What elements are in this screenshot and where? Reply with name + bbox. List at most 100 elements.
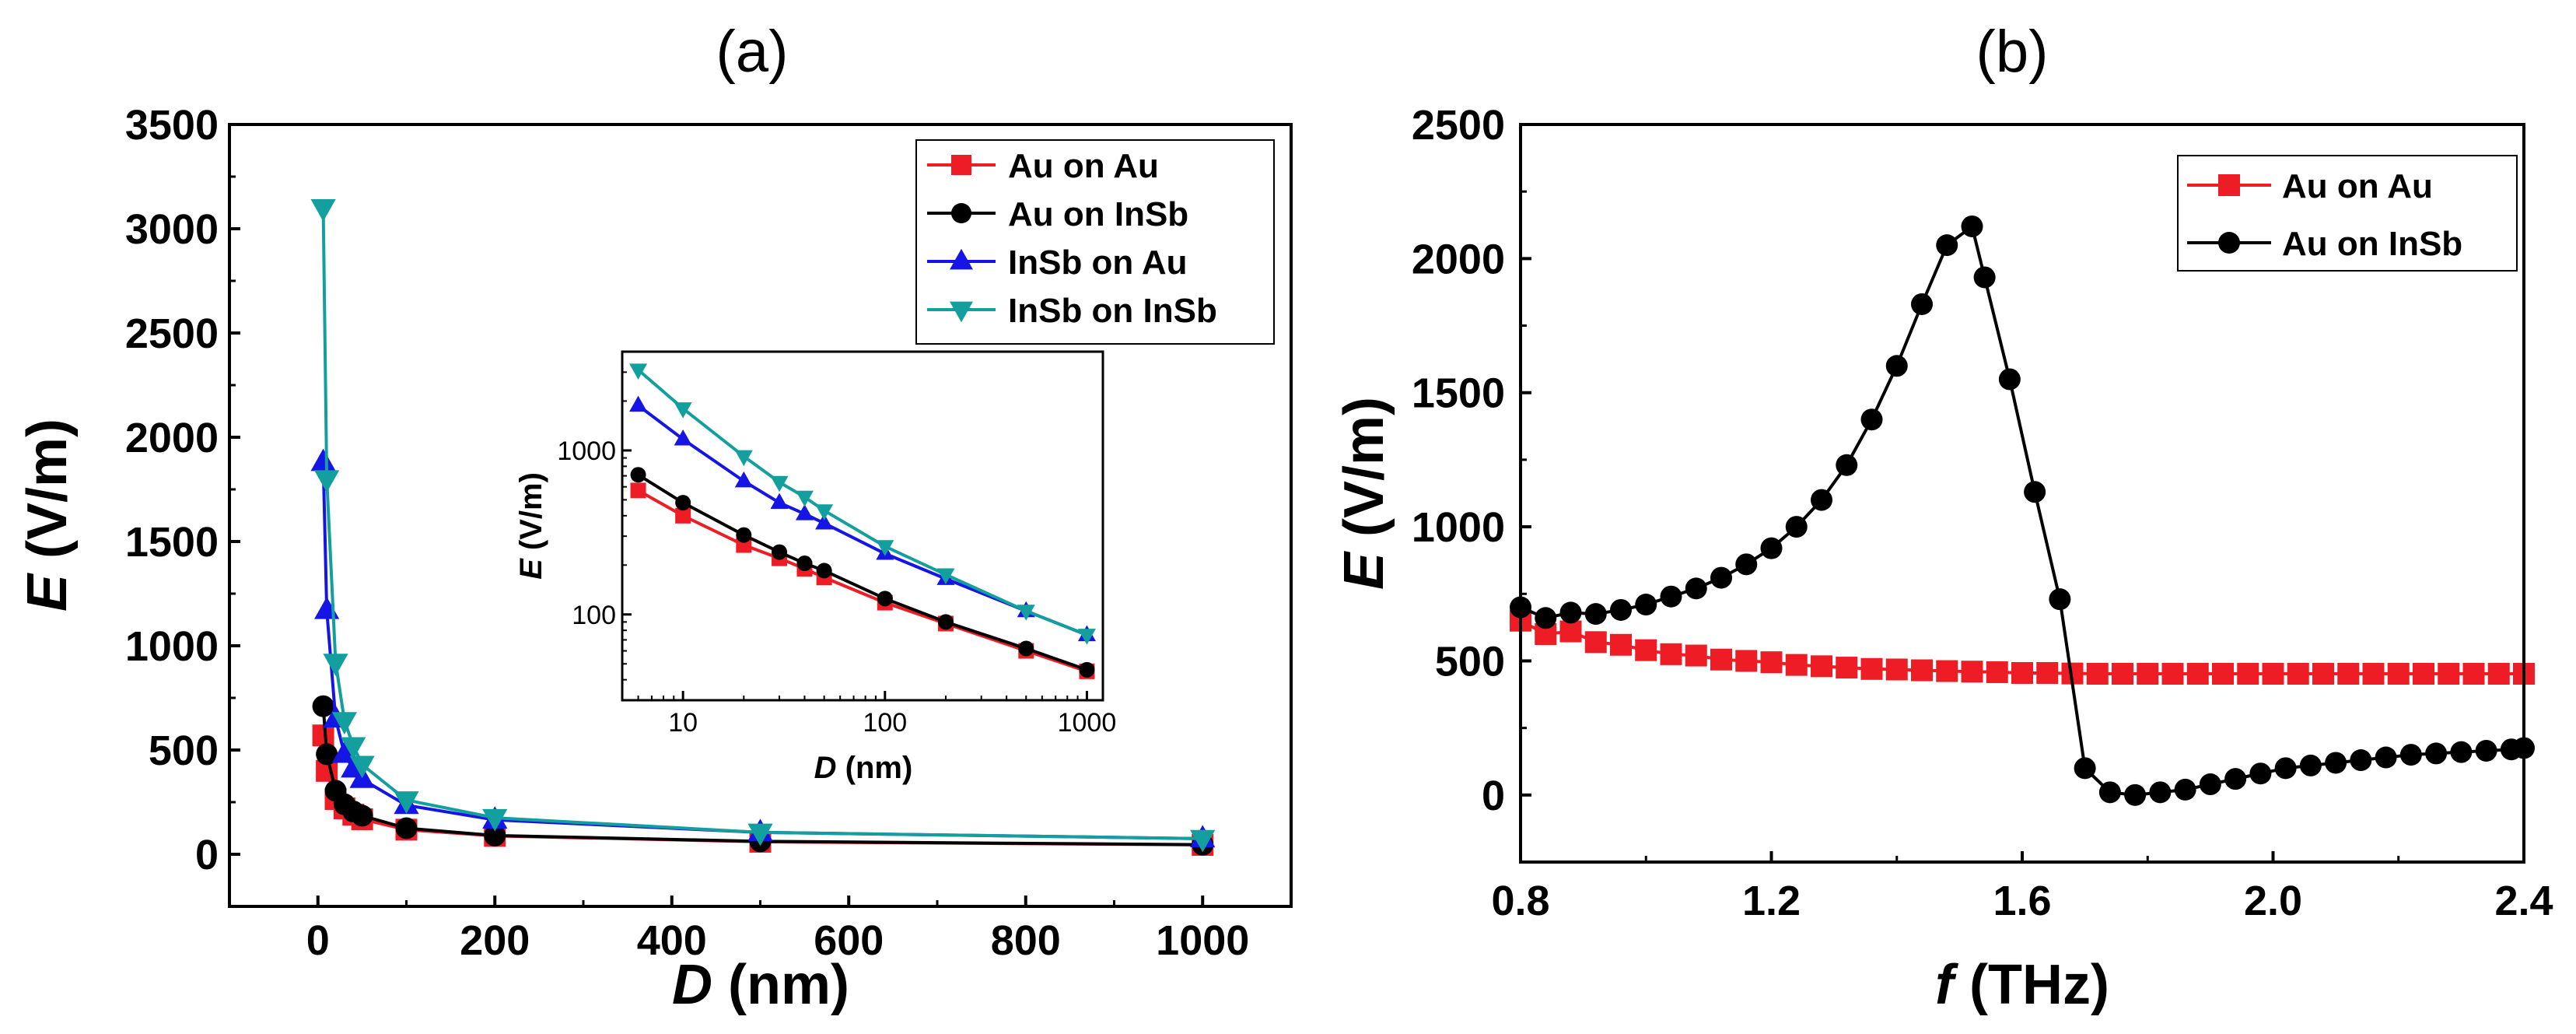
chart-b-point-au-on-insb — [2224, 768, 2247, 790]
chart-b-point-au-on-au — [1685, 644, 1707, 667]
chart-b-point-au-on-insb — [2098, 781, 2121, 804]
chart-a-y-tick-label-3000: 3000 — [125, 206, 219, 253]
chart-b-y-tick-label-0: 0 — [1482, 773, 1505, 819]
chart-b-x-axis-title: f (THz) — [1935, 954, 2109, 1016]
chart-b-point-au-on-au — [1986, 661, 2008, 683]
chart-a-inset-point-au-on-insb — [736, 527, 752, 543]
chart-a-inset-y-axis-title: E (V/m) — [514, 472, 548, 580]
chart-b-point-au-on-insb — [1584, 603, 1607, 626]
chart-a-x-tick-label-200: 200 — [460, 917, 530, 964]
chart-b-point-au-on-insb — [1885, 355, 1908, 377]
chart-a-y-tick-label-1000: 1000 — [125, 623, 219, 670]
chart-a-inset-series-insb-on-insb — [629, 363, 1096, 645]
chart-b-point-au-on-insb — [2325, 752, 2347, 774]
chart-b: 0.8 1.2 1.6 2.0 2.4 0 500 1000 1500 2000 2500 f (T… — [1333, 102, 2553, 1016]
chart-b-y-tick-label-2000: 2000 — [1412, 236, 1505, 282]
chart-a-point-insb-on-insb — [1190, 829, 1216, 853]
chart-b-point-au-on-insb — [1535, 607, 1557, 629]
chart-b-point-au-on-insb — [2299, 754, 2322, 776]
chart-b-point-au-on-au — [1836, 657, 1858, 679]
chart-a-point-insb-on-insb — [349, 755, 375, 779]
chart-b-point-au-on-insb — [2350, 749, 2372, 772]
chart-a-inset-series-group — [629, 363, 1096, 679]
chart-a-legend-marker-au-on-insb — [951, 203, 971, 223]
chart-b-point-au-on-insb — [2124, 783, 2147, 806]
chart-b-point-au-on-au — [2438, 663, 2460, 685]
chart-a-inset-point-au-on-insb — [1079, 661, 1095, 678]
chart-b-point-au-on-insb — [1559, 601, 1582, 624]
chart-a-inset-point-au-on-insb — [796, 556, 813, 572]
chart-b-point-au-on-au — [2086, 663, 2109, 685]
chart-a-inset-point-au-on-au — [630, 482, 646, 499]
chart-b-point-au-on-au — [2161, 663, 2184, 685]
chart-a-inset-point-insb-on-insb — [936, 568, 955, 585]
chart-b-point-au-on-insb — [1998, 368, 2021, 391]
chart-a-inset-point-insb-on-insb — [674, 402, 692, 419]
chart-b-legend-marker-au-on-insb — [2218, 232, 2240, 254]
chart-b-point-au-on-au — [2036, 661, 2059, 684]
chart-b-point-au-on-au — [1610, 633, 1632, 656]
chart-b-point-au-on-au — [1785, 654, 1808, 676]
chart-b-point-au-on-au — [2312, 663, 2334, 685]
chart-b-point-au-on-au — [2462, 663, 2485, 685]
chart-b-point-au-on-insb — [2249, 762, 2272, 785]
chart-a-inset-point-insb-on-insb — [1077, 629, 1096, 645]
chart-b-point-au-on-insb — [2049, 588, 2071, 611]
chart-a-point-insb-on-insb — [747, 823, 773, 846]
chart-b-point-au-on-insb — [2149, 781, 2172, 804]
chart-a-inset-point-insb-on-au — [815, 513, 834, 530]
chart-b-x-tick-label-2.4: 2.4 — [2494, 878, 2553, 924]
chart-b-point-au-on-insb — [2024, 481, 2046, 503]
chart-a-y-tick-label-2500: 2500 — [125, 310, 219, 357]
chart-a-point-au-on-insb — [395, 817, 418, 839]
chart-a-y-tick-label-2000: 2000 — [125, 415, 219, 461]
panel-b-label: (b) — [1976, 19, 2049, 85]
chart-a-inset-x-tick-label-1000: 1000 — [1058, 708, 1117, 738]
chart-a-inset-frame — [621, 350, 1104, 702]
chart-a-inset-line-insb-on-au — [637, 404, 1088, 636]
chart-b-point-au-on-insb — [2475, 739, 2497, 762]
chart-a-inset-point-insb-on-au — [795, 504, 814, 521]
chart-a-point-insb-on-insb — [394, 791, 419, 814]
chart-a-axes: 0 200 400 600 800 1000 0 500 1000 1500 2000 2500 300… — [125, 102, 1293, 964]
chart-a-inset-axes: 10 100 1000 100 1000 — [557, 371, 1117, 738]
chart-a-inset: 10 100 1000 100 1000 D (nm) E (V/m) — [514, 350, 1117, 785]
chart-b-point-au-on-au — [1885, 658, 1908, 681]
chart-b-point-au-on-insb — [2450, 741, 2473, 763]
chart-a-inset-point-insb-on-insb — [1017, 605, 1035, 621]
chart-b-series-group — [1510, 215, 2535, 806]
chart-a-inset-point-au-on-insb — [675, 495, 691, 511]
chart-b-point-au-on-insb — [2274, 757, 2297, 780]
chart-a-point-insb-on-insb — [341, 737, 366, 760]
chart-a-inset-x-tick-label-10: 10 — [668, 708, 698, 738]
chart-a-point-au-on-au — [312, 724, 334, 747]
chart-b-point-au-on-insb — [1911, 293, 1933, 315]
chart-a-inset-point-au-on-insb — [937, 614, 954, 630]
chart-b-point-au-on-au — [1735, 650, 1758, 672]
chart-b-point-au-on-insb — [1685, 577, 1707, 600]
chart-b-point-au-on-insb — [1710, 566, 1732, 589]
chart-b-point-au-on-au — [2487, 663, 2510, 685]
chart-b-point-au-on-insb — [1811, 489, 1832, 511]
chart-a-inset-line-insb-on-insb — [637, 368, 1088, 636]
chart-b-series-au-on-au — [1510, 609, 2535, 685]
chart-b-point-au-on-au — [2137, 663, 2159, 685]
chart-b-legend-label-au-on-insb: Au on InSb — [2282, 225, 2462, 263]
chart-a-point-au-on-insb — [351, 804, 373, 827]
chart-b-x-tick-label-1.2: 1.2 — [1742, 878, 1801, 924]
chart-a-inset-point-insb-on-au — [770, 492, 789, 510]
chart-b-point-au-on-insb — [2375, 746, 2397, 769]
chart-b-point-au-on-au — [2362, 663, 2385, 685]
chart-a-point-insb-on-insb — [323, 654, 348, 676]
chart-b-point-au-on-au — [2237, 663, 2259, 685]
chart-b-legend: Au on Au Au on InSb — [2177, 155, 2518, 272]
chart-b-point-au-on-au — [2387, 663, 2410, 685]
chart-b-point-au-on-au — [1936, 660, 1958, 682]
chart-a-legend-marker-au-on-au — [951, 155, 971, 175]
chart-a-inset-x-tick-label-100: 100 — [863, 708, 907, 738]
chart-a-inset-point-insb-on-insb — [876, 540, 894, 556]
chart-b-point-au-on-au — [2262, 663, 2284, 685]
chart-b-point-au-on-insb — [2399, 744, 2422, 766]
chart-a-y-axis-title: E (V/m) — [16, 419, 79, 612]
